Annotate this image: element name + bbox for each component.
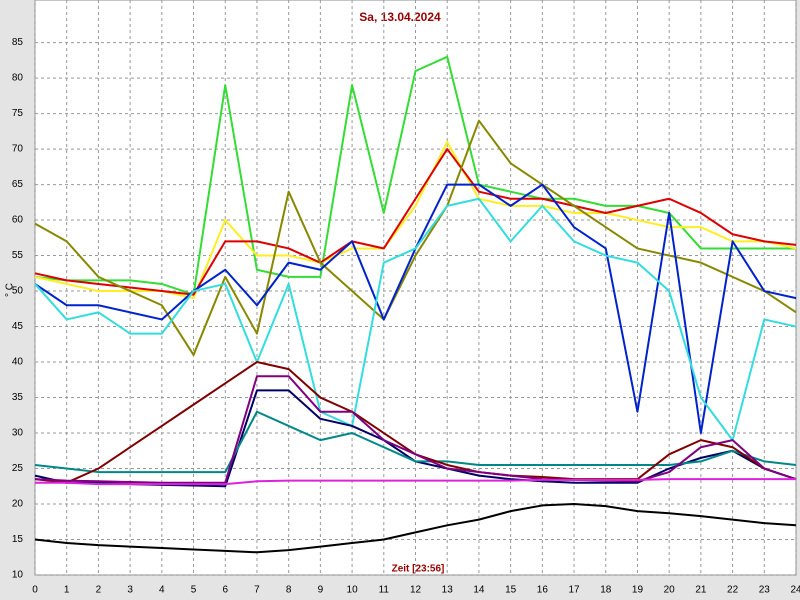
y-tick-label: 65 (12, 179, 24, 190)
x-tick-label: 1 (64, 585, 70, 596)
x-tick-label: 5 (191, 585, 197, 596)
series-line (34, 197, 797, 442)
x-tick-label: 24 (790, 585, 800, 596)
x-tick-label: 9 (318, 585, 324, 596)
x-tick-label: 0 (32, 585, 38, 596)
x-tick-label: 16 (537, 585, 549, 596)
x-tick-label: 20 (664, 585, 676, 596)
x-tick-label: 12 (410, 585, 422, 596)
x-tick-label: 17 (568, 585, 580, 596)
series-line (34, 375, 797, 484)
x-tick-label: 3 (127, 585, 133, 596)
x-tick-label: 7 (254, 585, 260, 596)
y-tick-label: 85 (12, 37, 24, 48)
x-tick-label: 2 (96, 585, 102, 596)
x-tick-label: 15 (505, 585, 517, 596)
series-line (34, 410, 797, 474)
y-tick-label: 55 (12, 250, 24, 261)
x-tick-label: 14 (473, 585, 485, 596)
x-tick-label: 4 (159, 585, 165, 596)
y-tick-label: 25 (12, 463, 24, 474)
x-tick-label: 23 (759, 585, 771, 596)
y-tick-label: 70 (12, 144, 24, 155)
chart-title: Sa, 13.04.2024 (359, 10, 441, 24)
y-tick-label: 35 (12, 392, 24, 403)
x-tick-label: 10 (347, 585, 359, 596)
x-tick-label: 8 (286, 585, 292, 596)
y-tick-label: 50 (12, 286, 24, 297)
x-tick-label: 19 (632, 585, 644, 596)
x-tick-label: 22 (727, 585, 739, 596)
series-line (34, 148, 797, 296)
y-tick-label: 15 (12, 534, 24, 545)
x-tick-label: 18 (600, 585, 612, 596)
series-line (35, 478, 796, 486)
x-axis-label: Zeit [23:56] (392, 564, 445, 575)
y-axis-label: ° C (5, 283, 16, 297)
x-tick-label: 6 (222, 585, 228, 596)
x-tick-label: 13 (442, 585, 454, 596)
y-tick-label: 80 (12, 73, 24, 84)
y-tick-label: 60 (12, 215, 24, 226)
y-tick-label: 10 (12, 570, 24, 581)
y-tick-label: 45 (12, 321, 24, 332)
y-tick-label: 40 (12, 357, 24, 368)
y-tick-label: 75 (12, 108, 24, 119)
y-tick-label: 30 (12, 428, 24, 439)
x-tick-label: 21 (695, 585, 707, 596)
series-line (34, 503, 797, 554)
y-tick-label: 20 (12, 499, 24, 510)
series-line (34, 119, 797, 356)
x-tick-label: 11 (379, 585, 390, 596)
